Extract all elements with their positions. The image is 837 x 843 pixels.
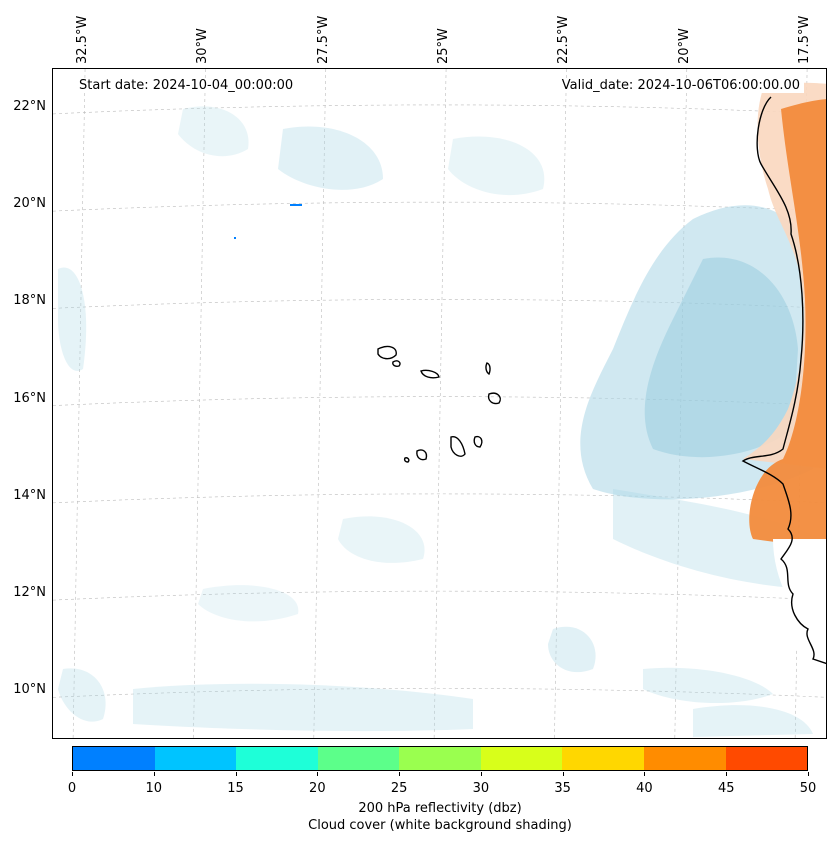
colorbar-tick-label: 10: [145, 781, 163, 796]
colorbar-tick-label: 45: [717, 781, 735, 796]
longitude-label: 17.5°W: [797, 15, 813, 64]
cloud-mass-east-inner: [644, 257, 798, 458]
colorbar-tick-mark: [72, 772, 73, 776]
colorbar-tick-mark: [399, 772, 401, 776]
colorbar-sublabel: Cloud cover (white background shading): [308, 818, 572, 833]
colorbar-segment: [73, 747, 155, 770]
cloud-patch-mid-3: [693, 705, 813, 737]
colorbar-tick-label: 35: [554, 781, 571, 796]
parallel-line: [53, 104, 826, 115]
colorbar-segment: [480, 747, 563, 770]
island-fogo: [416, 449, 428, 461]
cloud-band-southeast: [613, 489, 823, 589]
colorbar-tick-label: 40: [636, 781, 653, 796]
cloud-patch-south-2: [58, 668, 106, 722]
cloud-patch-mid-1: [338, 516, 425, 563]
latitude-label: 18°N: [13, 293, 46, 309]
colorbar-segment: [236, 747, 318, 770]
longitude-label: 30°W: [195, 28, 211, 64]
island-sao-vicente: [392, 360, 401, 367]
colorbar-tick-mark: [726, 772, 728, 776]
map-canvas: [53, 69, 826, 738]
latitude-label: 20°N: [13, 196, 46, 212]
colorbar-tick-label: 50: [799, 781, 817, 796]
colorbar-segment: [399, 747, 481, 770]
land-senegal-coast: [749, 99, 826, 549]
colorbar-tick-mark: [808, 772, 809, 776]
colorbar-tick-mark: [480, 772, 482, 776]
longitude-label: 32.5°W: [75, 15, 91, 64]
coastline-mainland: [741, 96, 826, 665]
island-santiago: [450, 436, 466, 457]
cloud-patch-north-2: [178, 106, 249, 157]
start-date-label: Start date: 2024-10-04_00:00:00: [75, 78, 298, 93]
cloud-mass-east: [580, 205, 823, 500]
valid-date-label: Valid_date: 2024-10-06T06:00:00.00: [557, 78, 804, 93]
land-africa: [743, 82, 826, 669]
latitude-label: 14°N: [13, 487, 46, 503]
cloud-patch-south-3: [548, 626, 596, 673]
cloud-patch-north-1: [278, 126, 383, 190]
meridian-line: [193, 69, 206, 738]
land-guinea: [773, 539, 826, 669]
meridian-line: [72, 69, 86, 738]
latitude-label: 10°N: [13, 682, 46, 698]
meridian-line: [554, 69, 567, 738]
cloud-patch-west: [58, 267, 87, 371]
cloud-cover-shading: [58, 106, 823, 737]
map-panel: Start date: 2024-10-04_00:00:00 Valid_da…: [52, 68, 827, 739]
longitude-label: 20°W: [676, 28, 692, 64]
colorbar-segment: [317, 747, 400, 770]
colorbar-segment: [643, 747, 726, 770]
latitude-label: 12°N: [13, 585, 46, 601]
parallel-line: [53, 493, 826, 504]
colorbar-tick-mark: [153, 772, 155, 776]
parallel-line: [53, 590, 826, 601]
echo-patch-1: [290, 204, 302, 206]
colorbar-tick-mark: [317, 772, 319, 776]
colorbar-label: 200 hPa reflectivity (dbz): [358, 801, 522, 816]
cloud-patch-south-4: [643, 667, 773, 704]
coastline: [377, 96, 826, 665]
parallel-line: [53, 396, 826, 406]
colorbar-tick-label: 0: [67, 781, 77, 796]
island-santo-antao: [377, 345, 397, 360]
parallel-line: [53, 201, 826, 212]
colorbar-tick-label: 15: [227, 781, 244, 796]
echo-patch-2: [234, 237, 236, 239]
colorbar-tick-mark: [562, 772, 564, 776]
colorbar-segment: [154, 747, 237, 770]
latitude-label: 16°N: [13, 390, 46, 406]
island-brava: [403, 457, 410, 463]
cloud-patch-mid-2: [198, 585, 299, 622]
parallel-line: [53, 688, 826, 698]
colorbar-tick-mark: [235, 772, 237, 776]
island-boa-vista: [487, 392, 501, 405]
longitude-label: 27.5°W: [315, 15, 331, 64]
colorbar-tick-label: 25: [390, 781, 408, 796]
meridian-line: [674, 69, 688, 738]
island-sal: [485, 362, 491, 376]
cloud-patch-south-1: [133, 683, 473, 732]
cloud-patch-north-3: [448, 136, 545, 196]
island-sao-nicolau: [420, 369, 440, 379]
meridian-line: [313, 69, 327, 738]
reflectivity-echoes: [234, 204, 302, 239]
longitude-label: 22.5°W: [556, 15, 572, 64]
meridian-line: [433, 69, 447, 738]
colorbar: [72, 746, 808, 771]
colorbar-tick-label: 20: [309, 781, 326, 796]
parallel-line: [53, 299, 826, 309]
colorbar-segment: [562, 747, 644, 770]
colorbar-tick-label: 30: [472, 781, 490, 796]
island-maio: [473, 435, 483, 448]
longitude-label: 25°W: [436, 28, 452, 64]
latitude-label: 22°N: [13, 98, 46, 114]
colorbar-tick-mark: [644, 772, 646, 776]
colorbar-segment: [725, 747, 808, 770]
